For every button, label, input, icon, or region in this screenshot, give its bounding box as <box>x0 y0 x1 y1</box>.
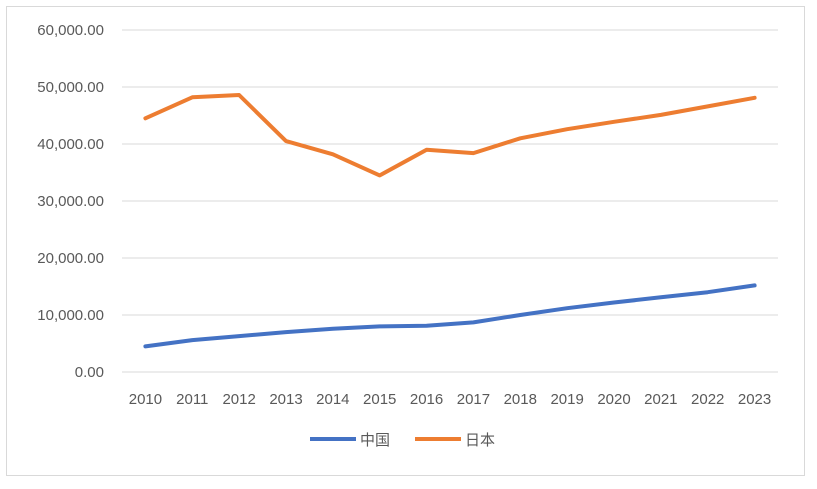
y-tick-label: 60,000.00 <box>37 22 104 39</box>
series-line-0 <box>143 283 757 349</box>
x-tick-label: 2011 <box>176 391 208 408</box>
x-tick-label: 2019 <box>550 391 583 408</box>
x-axis-tick-labels: 2010 2011 2012 2013 2014 2015 2016 2017 2018 2019… <box>129 391 772 408</box>
x-tick-label: 2013 <box>269 391 302 408</box>
x-tick-label: 2012 <box>222 391 255 408</box>
y-tick-label: 0.00 <box>75 364 104 381</box>
y-tick-label: 30,000.00 <box>37 193 104 210</box>
legend-label: 中国 <box>360 431 390 449</box>
x-tick-label: 2023 <box>738 391 771 408</box>
x-tick-label: 2010 <box>129 391 162 408</box>
y-tick-label: 50,000.00 <box>37 79 104 96</box>
x-tick-label: 2015 <box>363 391 396 408</box>
series-line-1 <box>143 93 757 178</box>
x-tick-label: 2020 <box>597 391 630 408</box>
legend-label: 日本 <box>465 431 495 449</box>
x-tick-label: 2018 <box>504 391 537 408</box>
x-tick-label: 2017 <box>457 391 490 408</box>
series-lines <box>143 93 757 349</box>
x-tick-label: 2014 <box>316 391 349 408</box>
x-tick-label: 2016 <box>410 391 443 408</box>
legend: 中国 日本 <box>310 431 495 449</box>
gridlines <box>122 29 778 373</box>
y-tick-label: 10,000.00 <box>37 307 104 324</box>
y-tick-label: 40,000.00 <box>37 136 104 153</box>
x-tick-label: 2021 <box>644 391 677 408</box>
y-tick-label: 20,000.00 <box>37 250 104 267</box>
x-tick-label: 2022 <box>691 391 724 408</box>
y-axis-tick-labels: 0.00 10,000.00 20,000.00 30,000.00 40,000.00… <box>37 22 104 381</box>
chart-frame <box>6 6 805 476</box>
